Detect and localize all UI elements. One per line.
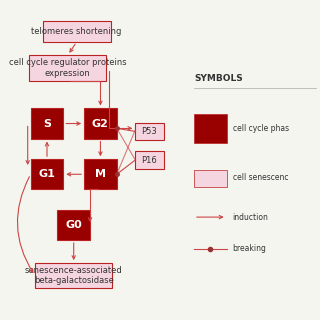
Text: P53: P53 <box>141 127 157 136</box>
Text: breaking: breaking <box>233 244 266 253</box>
FancyBboxPatch shape <box>194 114 227 142</box>
Text: G2: G2 <box>92 118 109 129</box>
FancyBboxPatch shape <box>135 123 164 140</box>
FancyBboxPatch shape <box>84 108 117 139</box>
Text: telomeres shortening: telomeres shortening <box>31 27 122 36</box>
Text: G1: G1 <box>38 169 55 179</box>
Text: G0: G0 <box>65 220 82 230</box>
FancyBboxPatch shape <box>31 159 63 189</box>
FancyBboxPatch shape <box>135 151 164 169</box>
FancyBboxPatch shape <box>84 159 117 189</box>
Text: SYMBOLS: SYMBOLS <box>194 74 243 83</box>
FancyBboxPatch shape <box>35 263 112 288</box>
Text: induction: induction <box>233 212 268 222</box>
Text: cell cycle phas: cell cycle phas <box>233 124 289 133</box>
Text: cell cycle regulator proteins
expression: cell cycle regulator proteins expression <box>9 58 127 78</box>
Text: cell senescenc: cell senescenc <box>233 173 288 182</box>
Text: senescence-associated
beta-galactosidase: senescence-associated beta-galactosidase <box>25 266 123 285</box>
Text: S: S <box>43 118 51 129</box>
FancyBboxPatch shape <box>57 210 90 240</box>
FancyBboxPatch shape <box>31 108 63 139</box>
FancyBboxPatch shape <box>194 170 227 187</box>
FancyBboxPatch shape <box>43 21 111 42</box>
FancyBboxPatch shape <box>29 55 106 81</box>
Text: P16: P16 <box>141 156 157 164</box>
Text: M: M <box>95 169 106 179</box>
